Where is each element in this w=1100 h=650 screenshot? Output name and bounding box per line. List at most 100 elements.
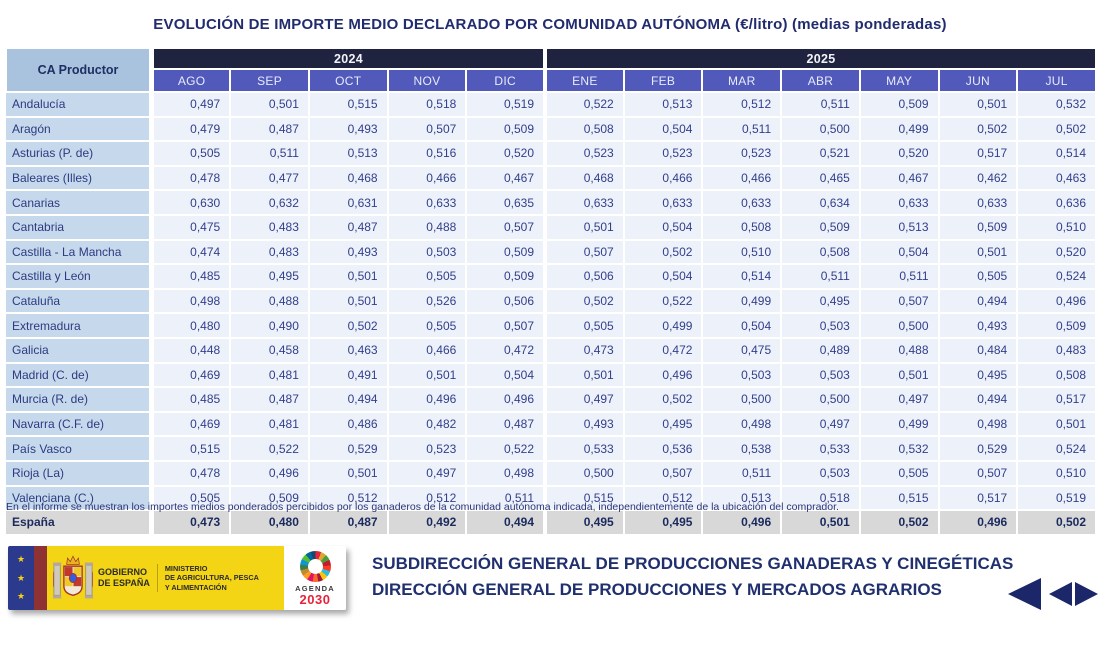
value-cell: 0,502 bbox=[543, 288, 625, 315]
value-cell: 0,502 bbox=[308, 313, 389, 339]
value-cell: 0,501 bbox=[543, 362, 625, 389]
value-cell: 0,505 bbox=[387, 264, 468, 290]
value-cell: 0,468 bbox=[543, 165, 625, 192]
value-cell: 0,463 bbox=[308, 337, 389, 364]
value-cell: 0,513 bbox=[859, 214, 940, 241]
value-cell: 0,465 bbox=[781, 165, 861, 192]
value-cell: 0,509 bbox=[466, 116, 547, 143]
value-cell: 0,522 bbox=[623, 288, 704, 315]
value-cell: 0,533 bbox=[543, 436, 625, 462]
value-cell: 0,510 bbox=[702, 239, 783, 266]
value-cell: 0,462 bbox=[938, 165, 1019, 192]
value-cell: 0,487 bbox=[466, 411, 547, 438]
value-cell: 0,633 bbox=[543, 190, 625, 216]
value-cell: 0,522 bbox=[543, 92, 625, 118]
value-cell: 0,495 bbox=[781, 288, 861, 315]
value-cell: 0,633 bbox=[623, 190, 704, 216]
value-cell: 0,495 bbox=[938, 362, 1019, 389]
value-cell: 0,495 bbox=[623, 510, 704, 536]
row-label: Cataluña bbox=[6, 288, 154, 315]
data-table: CA Productor 2024 2025 AGO SEP OCT NOV DIC ENE FE… bbox=[5, 47, 1097, 536]
value-cell: 0,630 bbox=[151, 190, 232, 216]
next-arrow-icon[interactable] bbox=[1075, 582, 1098, 606]
row-label: Aragón bbox=[6, 116, 154, 143]
value-cell: 0,636 bbox=[1017, 190, 1097, 216]
row-label: Andalucía bbox=[6, 92, 154, 118]
table-row: Rioja (La) 0,478 0,496 0,501 0,497 0,498 0,500… bbox=[6, 460, 1097, 487]
value-cell: 0,509 bbox=[859, 92, 940, 118]
value-cell: 0,511 bbox=[702, 460, 783, 487]
value-cell: 0,497 bbox=[859, 387, 940, 413]
value-cell: 0,500 bbox=[702, 387, 783, 413]
value-cell: 0,499 bbox=[859, 411, 940, 438]
value-cell: 0,517 bbox=[938, 485, 1019, 512]
value-cell: 0,473 bbox=[151, 510, 232, 536]
month-header: OCT bbox=[307, 68, 389, 93]
value-cell: 0,522 bbox=[230, 436, 310, 462]
ministry-label: MINISTERIO DE AGRICULTURA, PESCA Y ALIME… bbox=[156, 563, 259, 593]
value-cell: 0,478 bbox=[151, 460, 232, 487]
value-cell: 0,494 bbox=[938, 288, 1019, 315]
value-cell: 0,509 bbox=[230, 485, 310, 512]
month-header: NOV bbox=[386, 68, 468, 93]
value-cell: 0,521 bbox=[781, 141, 861, 167]
value-cell: 0,518 bbox=[387, 92, 468, 118]
value-cell: 0,480 bbox=[230, 510, 310, 536]
value-cell: 0,483 bbox=[1017, 337, 1097, 364]
value-cell: 0,505 bbox=[543, 313, 625, 339]
value-cell: 0,496 bbox=[466, 387, 547, 413]
value-cell: 0,515 bbox=[859, 485, 940, 512]
value-cell: 0,504 bbox=[859, 239, 940, 266]
month-header: JUL bbox=[1016, 68, 1097, 93]
table-row: Castilla - La Mancha 0,474 0,483 0,493 0,503… bbox=[6, 239, 1097, 266]
value-cell: 0,448 bbox=[151, 337, 232, 364]
eu-flag-strip: ★ ★ ★ bbox=[8, 546, 34, 610]
value-cell: 0,467 bbox=[466, 165, 547, 192]
department-line1: SUBDIRECCIÓN GENERAL DE PRODUCCIONES GAN… bbox=[372, 554, 1014, 573]
back-arrow-icon[interactable] bbox=[1008, 578, 1041, 610]
value-cell: 0,509 bbox=[466, 239, 547, 266]
previous-arrow-icon[interactable] bbox=[1049, 582, 1072, 606]
value-cell: 0,524 bbox=[1017, 436, 1097, 462]
value-cell: 0,494 bbox=[938, 387, 1019, 413]
value-cell: 0,501 bbox=[543, 214, 625, 241]
value-cell: 0,508 bbox=[781, 239, 861, 266]
value-cell: 0,523 bbox=[702, 141, 783, 167]
value-cell: 0,487 bbox=[230, 387, 310, 413]
value-cell: 0,466 bbox=[387, 165, 468, 192]
value-cell: 0,508 bbox=[543, 116, 625, 143]
table-row: Murcia (R. de) 0,485 0,487 0,494 0,496 0,496 0… bbox=[6, 387, 1097, 413]
value-cell: 0,502 bbox=[938, 116, 1019, 143]
department-line2: DIRECCIÓN GENERAL DE PRODUCCIONES Y MERC… bbox=[372, 580, 942, 599]
sdg-wheel-icon bbox=[299, 550, 331, 582]
value-cell: 0,487 bbox=[230, 116, 310, 143]
table-row: Andalucía 0,497 0,501 0,515 0,518 0,519 0,522 0… bbox=[6, 92, 1097, 118]
value-cell: 0,496 bbox=[230, 460, 310, 487]
value-cell: 0,475 bbox=[702, 337, 783, 364]
row-label: Cantabria bbox=[6, 214, 154, 241]
value-cell: 0,485 bbox=[151, 387, 232, 413]
value-cell: 0,478 bbox=[151, 165, 232, 192]
row-label: Madrid (C. de) bbox=[6, 362, 154, 389]
value-cell: 0,504 bbox=[623, 116, 704, 143]
value-cell: 0,523 bbox=[387, 436, 468, 462]
slide-navigation bbox=[1008, 578, 1098, 610]
value-cell: 0,533 bbox=[781, 436, 861, 462]
star-icon: ★ bbox=[16, 554, 26, 565]
government-label: GOBIERNO DE ESPAÑA bbox=[98, 567, 150, 588]
value-cell: 0,506 bbox=[543, 264, 625, 290]
value-cell: 0,482 bbox=[387, 411, 468, 438]
value-cell: 0,492 bbox=[387, 510, 468, 536]
value-cell: 0,495 bbox=[543, 510, 625, 536]
value-cell: 0,481 bbox=[230, 411, 310, 438]
agenda-year: 2030 bbox=[299, 591, 331, 607]
value-cell: 0,503 bbox=[781, 460, 861, 487]
corner-header: CA Productor bbox=[5, 47, 154, 93]
value-cell: 0,483 bbox=[230, 214, 310, 241]
value-cell: 0,520 bbox=[466, 141, 547, 167]
value-cell: 0,508 bbox=[1017, 362, 1097, 389]
value-cell: 0,514 bbox=[1017, 141, 1097, 167]
value-cell: 0,501 bbox=[308, 460, 389, 487]
month-header: MAY bbox=[858, 68, 940, 93]
value-cell: 0,503 bbox=[387, 239, 468, 266]
